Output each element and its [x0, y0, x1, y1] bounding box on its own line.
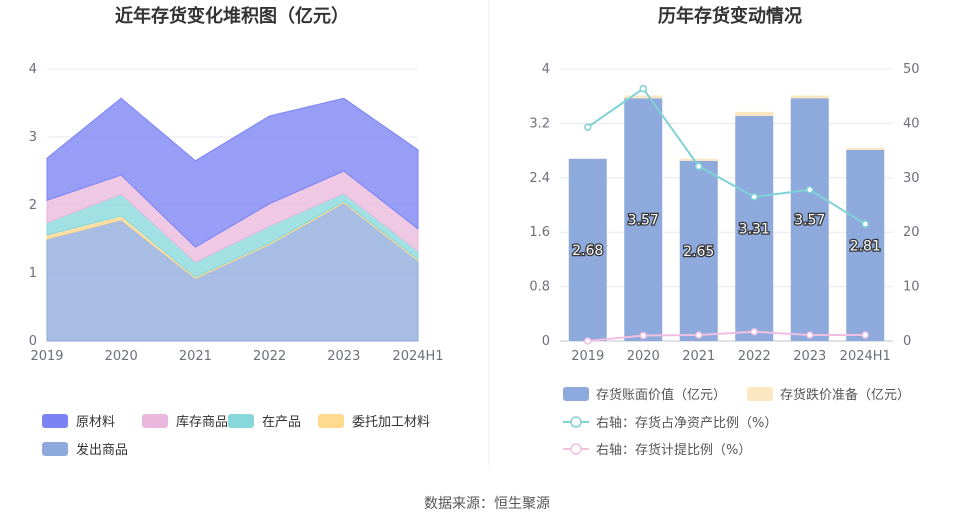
right-right-y-tick-label: 40: [903, 116, 920, 131]
right-line-point: [750, 328, 758, 336]
left-x-tick-label: 2022: [253, 349, 286, 364]
left-x-tick-label: 2019: [30, 349, 63, 364]
right-bars: [568, 95, 885, 342]
right-line-point: [584, 123, 592, 131]
right-bar-labels: 2.68 3.57 2.65 3.31 3.57 2.81: [571, 211, 882, 261]
right-line-point: [695, 162, 703, 171]
provision-bar: [790, 95, 829, 99]
right-right-y-tick-label: 50: [903, 62, 920, 77]
left-legend-swatch: [318, 414, 344, 428]
inventory-bar: [568, 158, 607, 341]
left-legend-label: 在产品: [262, 415, 301, 430]
right-right-y-axis: 0 10 20 30 40 50: [903, 62, 920, 349]
left-y-axis: 0 1 2 3 4: [29, 62, 37, 349]
left-x-tick-label: 2021: [179, 349, 212, 364]
left-legend-label: 库存商品: [176, 414, 228, 430]
provision-bar: [735, 111, 774, 116]
right-left-y-tick-label: 4: [542, 62, 550, 77]
left-y-tick-label: 2: [29, 198, 37, 213]
bar-value-label: 2.68: [572, 243, 603, 259]
left-x-tick-label: 2023: [327, 349, 360, 364]
right-line-point: [695, 331, 703, 339]
right-right-y-tick-label: 0: [903, 334, 911, 349]
bar-value-label: 2.65: [683, 244, 714, 260]
right-x-tick-label: 2023: [793, 349, 826, 364]
left-y-tick-label: 1: [29, 266, 37, 281]
provision-bar: [624, 95, 663, 99]
inventory-bar: [624, 98, 663, 342]
right-x-tick-label: 2021: [682, 349, 715, 364]
data-source-note: 数据来源：恒生聚源: [424, 496, 550, 512]
right-left-y-axis: 0 0.8 1.6 2.4 3.2 4: [529, 62, 550, 349]
right-line-point: [806, 186, 814, 194]
right-legend-line-marker: [570, 443, 582, 455]
left-y-tick-label: 3: [29, 130, 37, 145]
right-right-y-tick-label: 10: [903, 280, 920, 295]
inventory-bar: [846, 149, 885, 341]
right-x-tick-label: 2020: [627, 349, 660, 364]
left-y-tick-label: 0: [29, 334, 37, 349]
right-legend-bar-swatch: [747, 387, 773, 401]
right-right-y-tick-label: 20: [903, 225, 920, 240]
right-left-y-tick-label: 0.8: [529, 280, 550, 295]
right-line-point: [861, 220, 869, 228]
right-legend-line-marker: [570, 416, 582, 428]
provision-bar: [679, 158, 718, 161]
right-lines: [584, 84, 869, 345]
right-x-axis: 2019 2020 2021 2022 2023 2024H1: [571, 349, 891, 364]
right-x-tick-label: 2019: [571, 349, 604, 364]
right-line-0: [587, 87, 866, 225]
inventory-bar: [735, 115, 774, 341]
left-legend-label: 委托加工材料: [352, 415, 430, 430]
bar-value-label: 3.31: [739, 221, 770, 237]
bar-value-label: 2.81: [850, 238, 881, 254]
right-x-tick-label: 2024H1: [840, 349, 891, 364]
left-legend-swatch: [42, 414, 68, 428]
left-x-axis: 2019 2020 2021 2022 2023 2024H1: [30, 349, 443, 364]
left-chart: 近年存货变化堆积图（亿元） 0 1 2 3 4 2019 2020 2021 2022 2023…: [29, 5, 444, 458]
right-line-point: [584, 337, 592, 345]
left-y-tick-label: 4: [29, 62, 37, 77]
right-x-tick-label: 2022: [738, 349, 771, 364]
right-grid: [560, 68, 893, 342]
right-left-y-tick-label: 2.4: [529, 171, 550, 186]
right-legend: 存货账面价值（亿元） 存货跌价准备（亿元）右轴：存货占净资产比例（%） 右轴：存货计…: [563, 387, 910, 458]
right-right-y-tick-label: 30: [903, 171, 920, 186]
left-area-4: [46, 97, 419, 248]
left-legend-swatch: [42, 442, 68, 456]
right-legend-label: 右轴：存货计提比例（%）: [596, 442, 751, 458]
right-line-point: [861, 331, 869, 339]
provision-bar: [846, 147, 885, 150]
right-line-1: [587, 330, 866, 342]
right-line-point: [806, 331, 814, 339]
bar-value-label: 3.57: [794, 213, 825, 229]
inventory-bar: [790, 98, 829, 342]
right-left-y-tick-label: 0: [542, 334, 550, 349]
left-areas: [46, 97, 419, 342]
inventory-bar: [679, 160, 718, 341]
right-legend-label: 右轴：存货占净资产比例（%）: [596, 415, 777, 431]
right-legend-bar-swatch: [563, 387, 589, 401]
bar-value-label: 3.57: [628, 213, 659, 229]
left-legend-label: 原材料: [76, 415, 115, 430]
right-legend-label: 存货跌价准备（亿元）: [780, 387, 910, 403]
left-legend-swatch: [228, 414, 254, 428]
right-line-point: [639, 84, 647, 93]
left-x-tick-label: 2024H1: [392, 349, 443, 364]
right-line-point: [639, 331, 647, 340]
right-chart: 历年存货变动情况 2.68 3.57 2.65 3.31 3.57 2.81 0 0.8 1.…: [529, 5, 919, 458]
left-legend-swatch: [142, 414, 168, 428]
right-left-y-tick-label: 1.6: [529, 225, 550, 240]
right-chart-title: 历年存货变动情况: [658, 5, 802, 27]
right-legend-label: 存货账面价值（亿元）: [596, 387, 726, 403]
left-chart-title: 近年存货变化堆积图（亿元）: [115, 5, 349, 27]
right-line-point: [750, 193, 758, 201]
left-x-tick-label: 2020: [105, 349, 138, 364]
right-left-y-tick-label: 3.2: [529, 116, 550, 131]
left-legend-label: 发出商品: [76, 442, 128, 458]
